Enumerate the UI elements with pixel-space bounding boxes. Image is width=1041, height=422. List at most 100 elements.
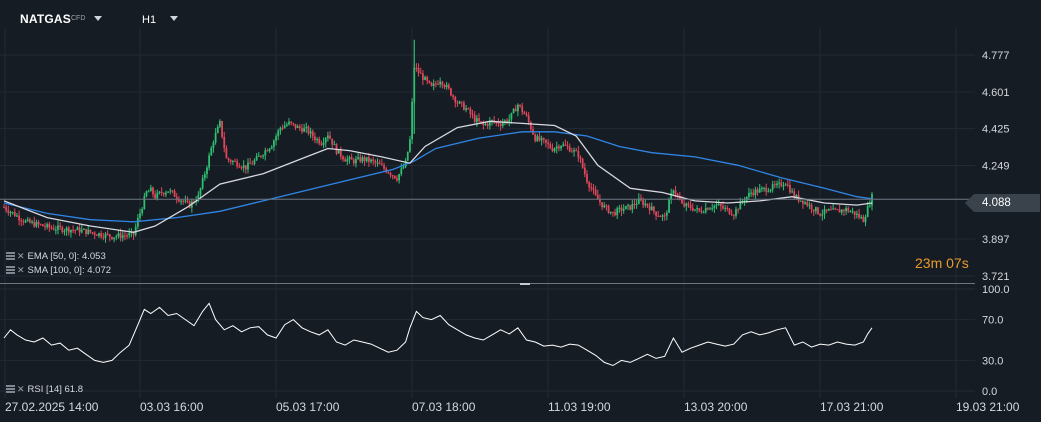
candle-body	[74, 229, 77, 231]
candle-body	[817, 207, 819, 214]
candle-body	[441, 81, 444, 86]
candle-body	[611, 211, 614, 213]
candle-body	[50, 227, 53, 229]
candle-body	[82, 228, 85, 230]
candle-body	[277, 130, 280, 137]
candle-body	[843, 209, 845, 212]
indicator-settings-icon[interactable]	[6, 385, 15, 393]
candle-body	[210, 147, 213, 156]
ema-legend[interactable]: ✕ EMA [50, 0]: 4.053	[6, 251, 106, 262]
candle-body	[253, 160, 256, 164]
candle-body	[650, 206, 653, 211]
indicator-settings-icon[interactable]	[6, 252, 15, 260]
candle-body	[236, 161, 239, 167]
candle-body	[242, 165, 245, 168]
candle-body	[225, 148, 228, 159]
pane-splitter-handle[interactable]	[520, 283, 530, 285]
close-icon[interactable]: ✕	[17, 265, 25, 275]
timeframe-dropdown-chevron-icon[interactable]	[170, 16, 178, 21]
candle-body	[344, 159, 347, 162]
candle-body	[365, 157, 368, 162]
candle-body	[594, 189, 597, 195]
candle-body	[860, 216, 863, 218]
candle-body	[108, 234, 111, 237]
candle-body	[268, 148, 271, 152]
candle-body	[758, 188, 761, 193]
candle-body	[331, 138, 334, 145]
candle-body	[840, 209, 843, 213]
candle-body	[9, 212, 12, 214]
candle-body	[419, 72, 422, 74]
candle-body	[536, 136, 539, 142]
candle-body	[776, 183, 778, 186]
candle-body	[754, 189, 757, 196]
candle-body	[771, 184, 774, 190]
candle-body	[173, 191, 176, 197]
candle-body	[227, 158, 230, 161]
candle-body	[80, 229, 83, 233]
candle-body	[836, 209, 839, 211]
close-icon[interactable]: ✕	[17, 384, 25, 394]
candle-body	[219, 120, 221, 127]
candle-body	[149, 187, 152, 192]
candle-body	[303, 127, 306, 132]
candle-body	[685, 203, 688, 207]
rsi-legend[interactable]: ✕ RSI [14] 61.8	[6, 384, 83, 395]
candle-body	[592, 188, 595, 190]
candle-body	[678, 195, 681, 200]
candle-body	[808, 204, 811, 206]
candle-body	[383, 165, 385, 169]
candle-body	[763, 187, 765, 189]
candle-body	[534, 134, 537, 142]
candle-body	[238, 166, 241, 168]
symbol-selector[interactable]: NATGAS	[20, 12, 71, 26]
candle-body	[549, 144, 552, 148]
candle-body	[46, 224, 49, 228]
candle-body	[519, 104, 521, 107]
candle-body	[128, 232, 131, 236]
candle-body	[374, 160, 377, 163]
candle-body	[564, 144, 567, 146]
candle-body	[424, 76, 426, 80]
candle-body	[26, 219, 29, 221]
candle-body	[538, 136, 541, 141]
candle-body	[139, 213, 141, 219]
close-icon[interactable]: ✕	[17, 251, 25, 261]
current-price-tag: 4.088	[965, 194, 1040, 212]
candle-body	[171, 190, 174, 192]
candle-body	[575, 150, 578, 152]
candle-body	[141, 208, 144, 214]
time-tick-label: 11.03 19:00	[548, 400, 611, 414]
candle-body	[590, 187, 593, 189]
candle-body	[3, 207, 5, 209]
candle-body	[871, 193, 873, 206]
candle-body	[739, 201, 742, 210]
candle-body	[724, 207, 727, 209]
candle-body	[63, 230, 66, 232]
candle-body	[229, 160, 232, 162]
candle-body	[491, 120, 493, 122]
candle-body	[497, 121, 500, 125]
candle-body	[618, 207, 621, 209]
candle-body	[527, 115, 530, 123]
rsi-tick-label: 0.0	[982, 386, 997, 398]
candle-body	[270, 146, 273, 149]
candle-body	[44, 226, 46, 228]
candle-body	[78, 227, 81, 233]
candle-body	[463, 102, 465, 110]
timeframe-selector[interactable]: H1	[142, 14, 157, 26]
candle-body	[467, 108, 470, 110]
candle-body	[644, 203, 647, 206]
indicator-settings-icon[interactable]	[6, 266, 15, 274]
candle-body	[704, 208, 707, 213]
candle-body	[305, 126, 308, 128]
candle-body	[445, 84, 448, 88]
candle-body	[728, 208, 731, 214]
candle-body	[452, 95, 455, 97]
symbol-dropdown-chevron-icon[interactable]	[94, 16, 102, 21]
candle-body	[154, 194, 157, 199]
candle-body	[616, 208, 619, 216]
sma-legend[interactable]: ✕ SMA [100, 0]: 4.072	[6, 265, 111, 276]
candle-body	[447, 84, 450, 89]
